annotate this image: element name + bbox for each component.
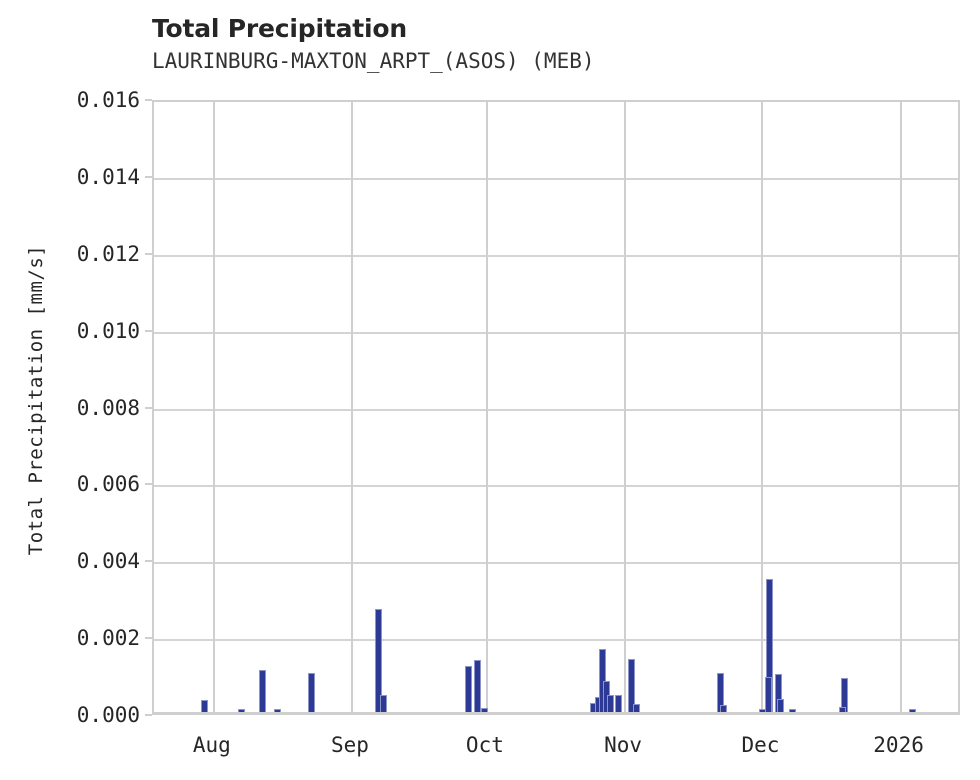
bar <box>774 673 782 712</box>
plot-area <box>152 100 960 715</box>
bar <box>632 703 640 712</box>
gridline-vertical <box>761 102 764 712</box>
bar <box>614 694 622 712</box>
gridline-vertical <box>212 102 215 712</box>
bar <box>777 698 785 712</box>
bar <box>788 709 796 712</box>
y-tick-mark <box>145 714 152 716</box>
bar <box>765 676 773 712</box>
y-tick-mark <box>145 637 152 640</box>
bar <box>273 709 281 712</box>
gridline-horizontal <box>154 177 958 180</box>
gridline-vertical <box>899 102 902 712</box>
x-axis-tick-labels: Aug Sep Oct Nov Dec 2026 <box>0 735 980 775</box>
bar <box>765 579 773 712</box>
y-tick-mark <box>145 406 152 409</box>
title-block: Total Precipitation LAURINBURG-MAXTON_AR… <box>152 14 952 75</box>
bar <box>238 708 246 712</box>
bar <box>606 695 614 712</box>
y-tick-label: 0.010 <box>76 318 140 343</box>
gridline-horizontal <box>154 331 958 334</box>
y-tick-label: 0.008 <box>76 395 140 420</box>
bar <box>627 658 635 712</box>
y-tick-label: 0.014 <box>76 164 140 189</box>
bar <box>374 609 382 712</box>
y-tick-mark <box>145 329 152 332</box>
bar <box>908 708 916 712</box>
y-tick-label: 0.006 <box>76 472 140 497</box>
page-title: Total Precipitation <box>152 14 407 43</box>
x-tick-label: Oct <box>465 733 504 757</box>
bar <box>719 705 727 712</box>
bar <box>841 677 849 712</box>
gridline-vertical <box>485 102 488 712</box>
gridline-horizontal <box>154 562 958 565</box>
x-tick-label: Dec <box>741 733 780 757</box>
y-tick-mark <box>145 483 152 486</box>
bar <box>839 706 847 712</box>
gridline-horizontal <box>154 254 958 257</box>
x-tick-label: Sep <box>330 733 369 757</box>
chart-subtitle: LAURINBURG-MAXTON_ARPT_(ASOS) (MEB) <box>152 49 595 73</box>
y-tick-mark <box>145 99 152 101</box>
x-tick-label: 2026 <box>873 733 924 757</box>
gridline-horizontal <box>154 485 958 488</box>
bar <box>474 660 482 712</box>
y-tick-label: 0.000 <box>76 703 140 727</box>
bar <box>307 673 315 712</box>
gridline-vertical <box>350 102 353 712</box>
y-tick-mark <box>145 252 152 255</box>
bar <box>259 669 267 712</box>
bar <box>464 665 472 712</box>
bar <box>379 695 387 712</box>
y-axis-tick-labels: 0.000 0.002 0.004 0.006 0.008 0.010 0.012 0.014… <box>0 0 140 780</box>
y-tick-label: 0.016 <box>76 88 140 112</box>
x-tick-label: Nov <box>604 733 643 757</box>
bar <box>716 672 724 712</box>
bar <box>201 700 209 712</box>
y-tick-label: 0.004 <box>76 549 140 574</box>
gridline-horizontal <box>154 639 958 642</box>
y-tick-label: 0.012 <box>76 241 140 266</box>
y-tick-label: 0.002 <box>76 626 140 651</box>
y-tick-mark <box>145 175 152 178</box>
x-tick-label: Aug <box>192 733 231 757</box>
gridline-horizontal <box>154 408 958 411</box>
gridline-vertical <box>624 102 627 712</box>
y-tick-mark <box>145 560 152 563</box>
bar <box>480 708 488 712</box>
bar <box>599 649 607 712</box>
